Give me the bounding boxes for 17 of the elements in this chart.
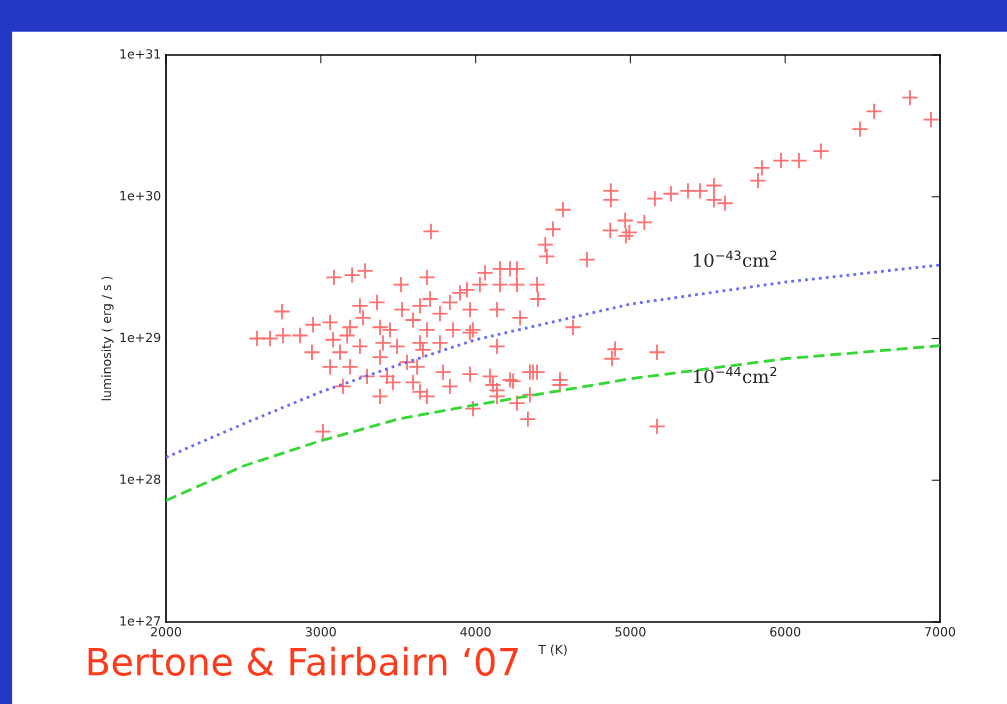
x-tick-label: 7000 (925, 627, 956, 637)
y-tick-label: 1e+28 (120, 474, 161, 484)
y-axis-title: luminosity ( erg / s ) (101, 276, 114, 401)
x-tick-label: 4000 (460, 627, 491, 637)
line-series (166, 344, 940, 502)
x-tick-label: 5000 (615, 627, 646, 637)
y-tick-label: 1e+27 (120, 616, 161, 626)
text: Bertone & Fairbairn ‘07 (88, 646, 518, 676)
y-tick-label: 1e+30 (120, 190, 161, 201)
annotation: 10$^{−44}$cm$^{2}$ (693, 366, 777, 384)
annotation: 10$^{−43}$cm$^{2}$ (693, 250, 777, 268)
x-axis-title: T (K) (538, 644, 567, 656)
y-tick-label: 1e+31 (120, 49, 160, 59)
x-tick-label: 6000 (770, 627, 801, 637)
y-tick-label: 1e+29 (120, 332, 161, 343)
x-tick-label: 3000 (305, 627, 336, 637)
x-tick-label: 2000 (151, 627, 182, 637)
